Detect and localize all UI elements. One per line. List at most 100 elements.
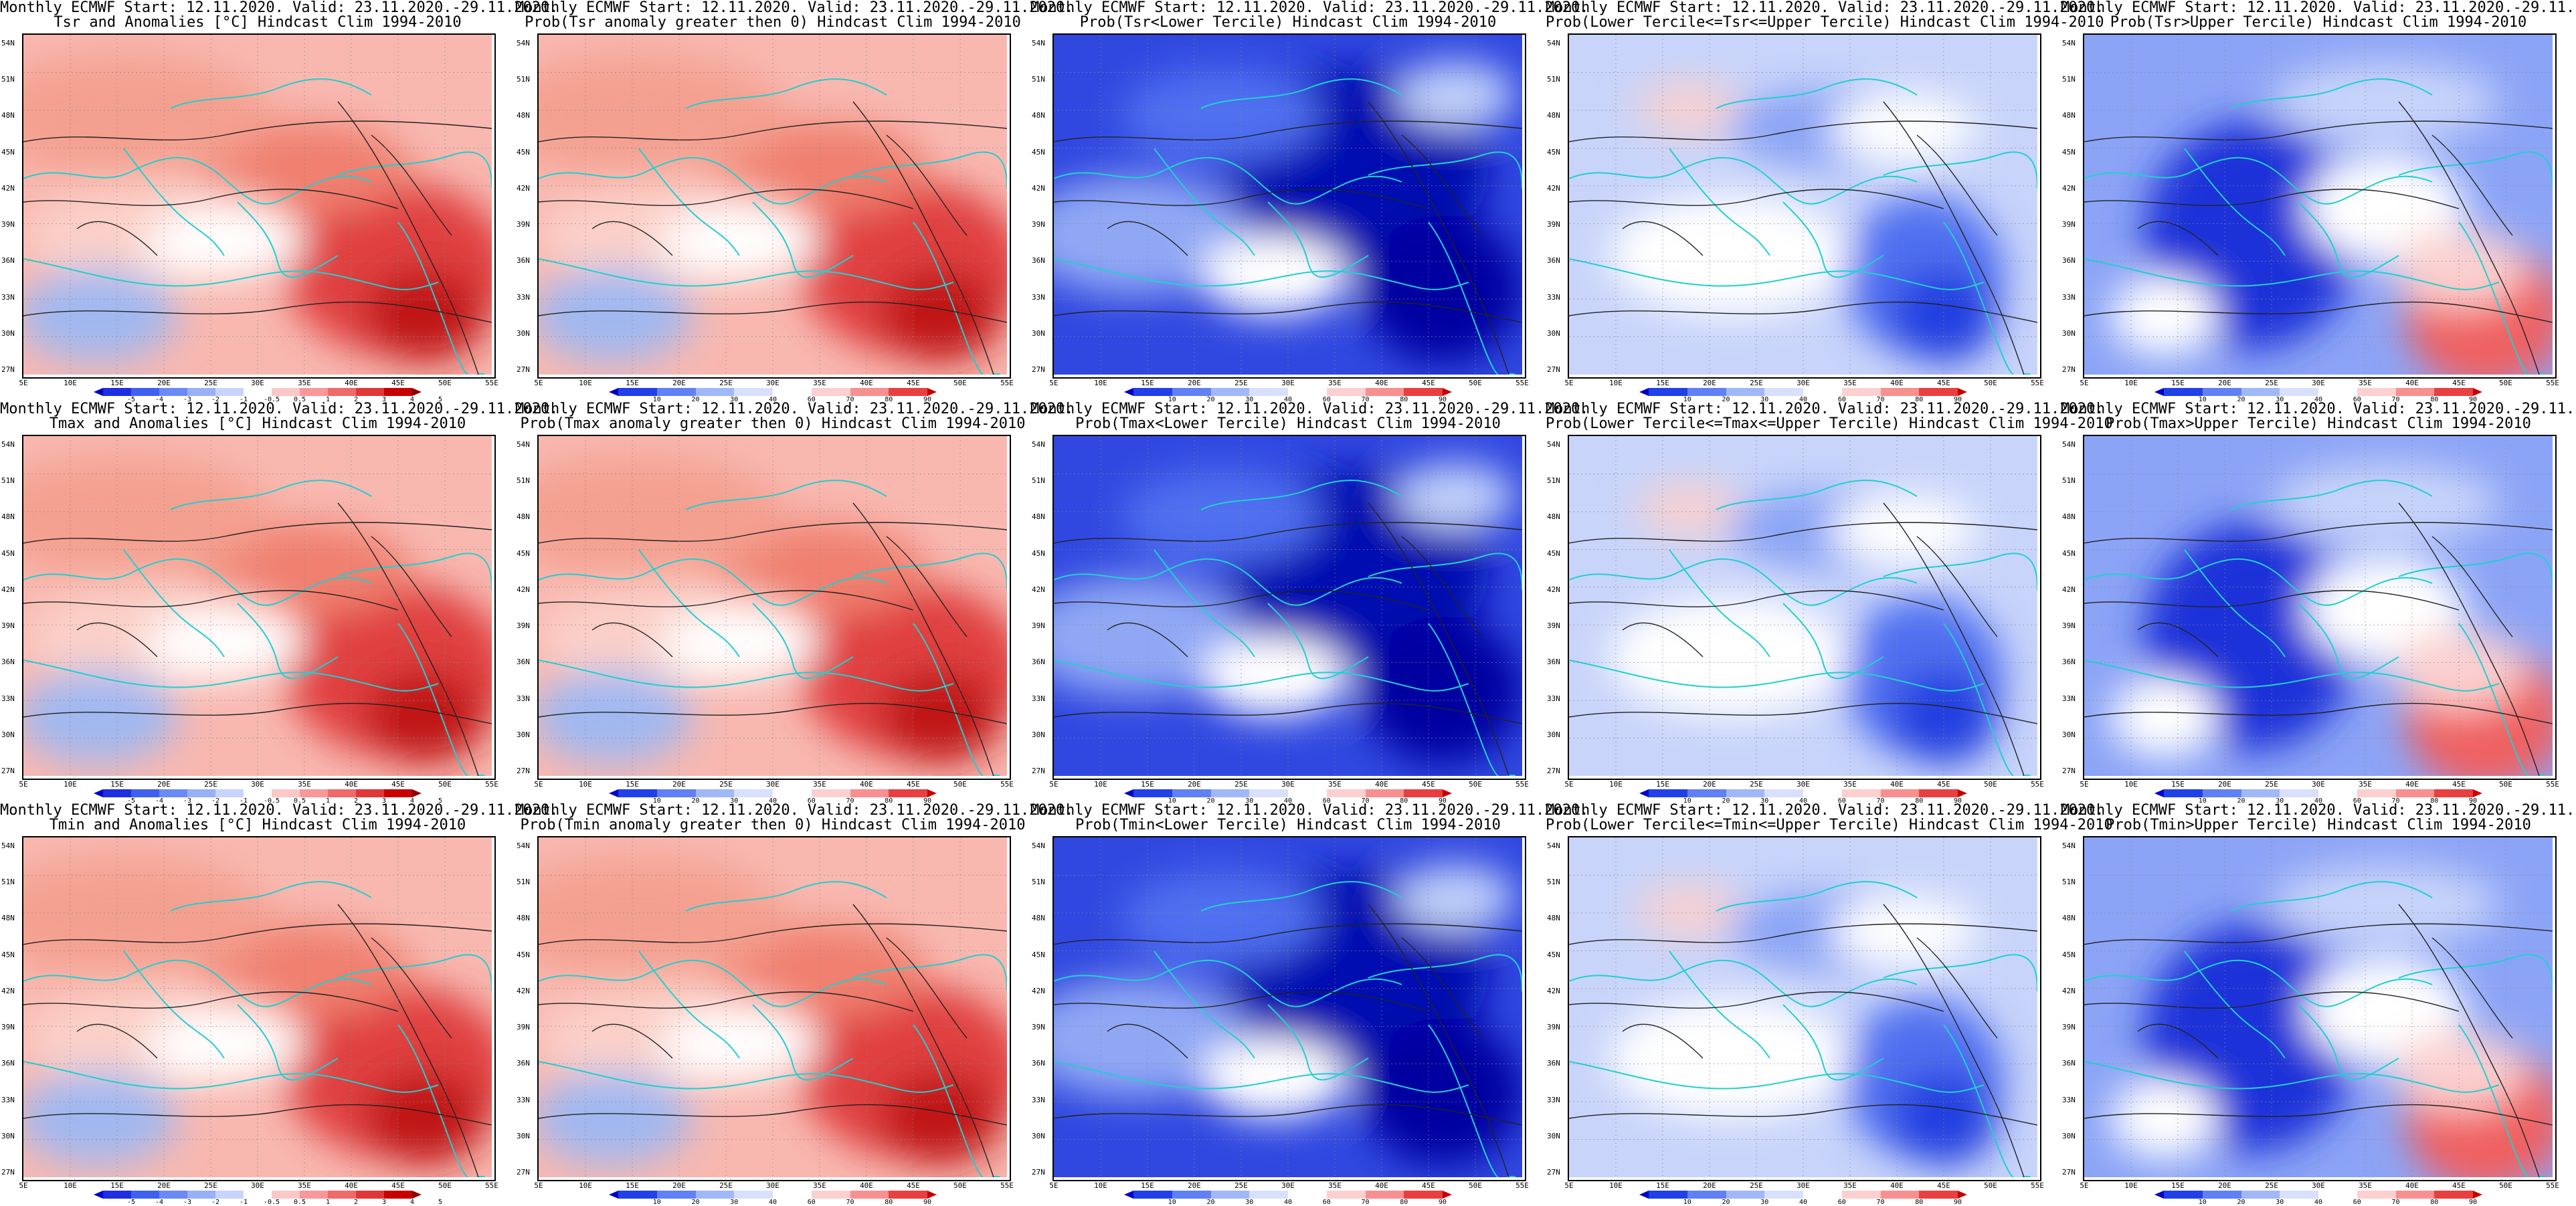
- longitude-label: 35E: [1843, 780, 1857, 789]
- colorbar-label: 30: [1760, 396, 1769, 403]
- colorbar-label: 80: [1915, 797, 1924, 805]
- latitude-label: 30N: [2062, 730, 2076, 739]
- panel-title-line2: Prob(Tsr>Upper Tercile) Hindcast Clim 19…: [2110, 14, 2527, 31]
- colorbar-label: 10: [1168, 396, 1176, 403]
- colorbar-cell: [1841, 789, 1881, 797]
- map-frame: [2083, 33, 2557, 379]
- colorbar-label: 70: [2391, 797, 2400, 805]
- latitude-label: 39N: [2062, 621, 2076, 631]
- colorbar-cell: [356, 1191, 384, 1199]
- latitude-label: 30N: [1032, 1131, 1045, 1140]
- field-blob: [1395, 864, 1515, 931]
- coastline: [1883, 954, 2037, 992]
- map-panel: Monthly ECMWF Start: 12.11.2020. Valid: …: [1546, 401, 2113, 805]
- colorbar-cell: [1365, 789, 1404, 797]
- colorbar-label: 70: [846, 797, 854, 805]
- longitude-label: 5E: [1564, 1181, 1574, 1190]
- colorbar-low-arrow: [1639, 789, 1649, 797]
- coastline: [539, 959, 887, 1007]
- isoline: [1054, 702, 1522, 724]
- longitude-label: 20E: [672, 379, 686, 387]
- colorbar-cell: [103, 789, 131, 797]
- coastline: [1200, 881, 1402, 912]
- field-blob: [1201, 235, 1348, 316]
- coastline: [539, 157, 887, 205]
- latitude-label: 36N: [1547, 256, 1560, 266]
- longitude-label: 35E: [1843, 1181, 1857, 1190]
- latitude-label: 30N: [1, 328, 15, 338]
- longitude-label: 20E: [157, 1181, 171, 1190]
- isoline: [1569, 702, 2037, 724]
- coastline: [539, 660, 954, 692]
- isoline: [1368, 502, 1509, 776]
- coastline: [397, 221, 486, 375]
- latitude-label: 42N: [1547, 183, 1560, 193]
- longitude-label: 15E: [110, 379, 124, 387]
- isoline: [1054, 991, 1429, 1012]
- colorbar-label: 4: [409, 1199, 415, 1206]
- coastline: [1054, 258, 1469, 290]
- field-blob: [1121, 68, 1321, 162]
- latitude-label: 42N: [1547, 986, 1560, 995]
- latitude-label: 42N: [1, 986, 15, 995]
- longitude-label: 55E: [2546, 1181, 2559, 1190]
- latitude-label: 36N: [1032, 658, 1045, 667]
- colorbar-label: 60: [1322, 1199, 1331, 1206]
- longitude-label: 10E: [2124, 780, 2138, 789]
- map-field: [1054, 837, 1522, 1177]
- colorbar-cell: [1687, 388, 1726, 396]
- colorbar-label: 20: [2237, 797, 2245, 805]
- panel-title-line1: Monthly ECMWF Start: 12.11.2020. Valid: …: [0, 802, 559, 819]
- colorbar-cell: [1803, 388, 1842, 396]
- colorbar-label: 2: [353, 797, 359, 805]
- latitude-label: 39N: [1547, 220, 1560, 229]
- panel-title-line1: Monthly ECMWF Start: 12.11.2020. Valid: …: [1030, 802, 1589, 819]
- colorbar-high-arrow: [2473, 789, 2482, 797]
- longitude-label: 55E: [1000, 379, 1014, 387]
- colorbar-label: 40: [1799, 797, 1808, 805]
- field-blob: [1121, 871, 1321, 965]
- coastline: [1428, 623, 1516, 776]
- longitude-label: 35E: [298, 379, 311, 387]
- longitude-label: 20E: [672, 780, 686, 789]
- isoline: [2398, 904, 2540, 1177]
- colorbar-cell: [1210, 388, 1250, 396]
- colorbar-label: 40: [1799, 396, 1808, 403]
- field-blob: [365, 1072, 485, 1165]
- colorbar-label: -0.5: [263, 797, 280, 805]
- latitude-label: 30N: [1547, 1131, 1560, 1140]
- map-panel: Monthly ECMWF Start: 12.11.2020. Valid: …: [2061, 401, 2576, 805]
- longitude-label: 30E: [251, 379, 264, 387]
- latitude-label: 42N: [1, 183, 15, 193]
- field-blob: [2111, 677, 2218, 757]
- isoline: [2431, 536, 2513, 637]
- isoline: [1107, 622, 1188, 658]
- isoline: [1622, 622, 1704, 658]
- latitude-label: 45N: [1547, 950, 1560, 959]
- field-blob: [1395, 62, 1515, 128]
- map-frame: [1052, 836, 1526, 1181]
- colorbar-label: 70: [1876, 1199, 1885, 1206]
- colorbar-cell: [618, 388, 657, 396]
- longitude-label: 55E: [2031, 379, 2044, 387]
- latitude-label: 30N: [517, 328, 530, 338]
- coastline: [1569, 258, 1985, 290]
- coastline: [170, 881, 372, 912]
- longitude-label: 35E: [813, 379, 826, 387]
- longitude-label: 20E: [1703, 1181, 1716, 1190]
- coastline: [2458, 623, 2547, 776]
- colorbar-label: 80: [885, 1199, 893, 1206]
- colorbar-cell: [850, 1191, 889, 1199]
- colorbar-label: -3: [183, 797, 192, 805]
- colorbar-label: 80: [2430, 797, 2439, 805]
- panel-title-line2: Tmax and Anomalies [°C] Hindcast Clim 19…: [49, 415, 466, 432]
- longitude-label: 20E: [1188, 780, 1201, 789]
- panel-title-line2: Prob(Tmax<Lower Tercile) Hindcast Clim 1…: [1075, 415, 1501, 432]
- colorbar-cell: [159, 1191, 187, 1199]
- field-blob: [23, 269, 177, 363]
- isoline: [1883, 904, 2025, 1177]
- coastline: [23, 558, 372, 606]
- latitude-label: 33N: [517, 1095, 530, 1104]
- longitude-label: 45E: [2452, 379, 2466, 387]
- longitude-label: 25E: [1234, 379, 1248, 387]
